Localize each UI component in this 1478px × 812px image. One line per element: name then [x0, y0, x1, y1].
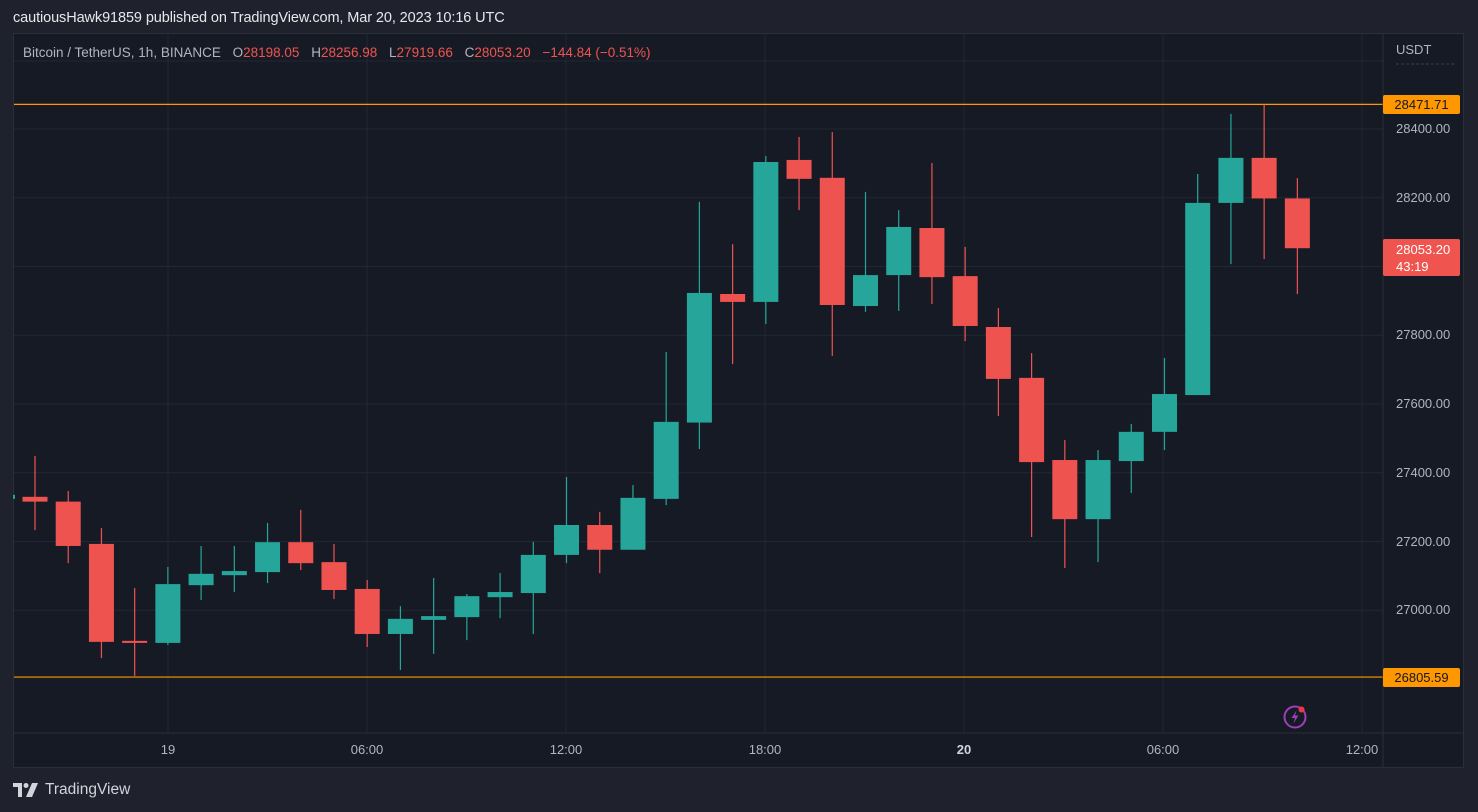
resistance-price-tag: 28471.71 [1383, 95, 1460, 114]
grid-lines [14, 34, 1383, 733]
time-tick-label: 20 [956, 742, 972, 757]
published-caption: cautiousHawk91859 published on TradingVi… [13, 10, 505, 26]
brand-name: TradingView [45, 781, 131, 798]
tradingview-logo-icon [13, 783, 38, 797]
chart-frame[interactable] [13, 33, 1464, 768]
candles [13, 104, 1310, 676]
tradingview-branding[interactable]: TradingView [13, 781, 130, 799]
open-value: 28198.05 [243, 45, 300, 60]
time-tick-label: 12:00 [549, 742, 583, 757]
time-tick-label: 18:00 [748, 742, 782, 757]
close-label: C [464, 45, 475, 60]
price-tick-label: 28200.00 [1396, 189, 1451, 205]
low-label: L [389, 45, 397, 60]
time-tick-label: 06:00 [350, 742, 384, 757]
time-tick-label: 12:00 [1345, 742, 1379, 757]
last-price-tag: 28053.20 43:19 [1383, 239, 1460, 276]
low-value: 27919.66 [396, 45, 453, 60]
price-tick-label: 27600.00 [1396, 396, 1451, 411]
last-price-value: 28053.20 [1396, 242, 1451, 257]
bar-countdown: 43:19 [1396, 259, 1429, 274]
currency-label[interactable]: USDT [1396, 42, 1432, 57]
horizontal-levels [14, 103, 1383, 678]
price-tick-label: 27200.00 [1396, 533, 1451, 549]
symbol-legend: Bitcoin / TetherUS, 1h, BINANCE O28198.0… [23, 45, 651, 60]
support-price-tag: 26805.59 [1383, 668, 1460, 687]
price-tick-label: 27000.00 [1396, 602, 1451, 618]
price-tick-label: 28400.00 [1396, 121, 1451, 136]
flash-alert-icon[interactable] [1283, 703, 1309, 729]
high-label: H [311, 45, 321, 60]
price-tick-label: 27400.00 [1396, 464, 1451, 480]
symbol-name[interactable]: Bitcoin / TetherUS, 1h, BINANCE [23, 45, 221, 60]
time-tick-label: 19 [160, 742, 176, 757]
close-value: 28053.20 [474, 45, 531, 60]
time-tick-label: 06:00 [1146, 742, 1180, 757]
open-label: O [232, 45, 244, 60]
axes-borders [14, 34, 1463, 767]
change-value: −144.84 (−0.51%) [542, 45, 651, 60]
high-value: 28256.98 [320, 45, 378, 60]
price-tick-label: 27800.00 [1396, 327, 1451, 343]
